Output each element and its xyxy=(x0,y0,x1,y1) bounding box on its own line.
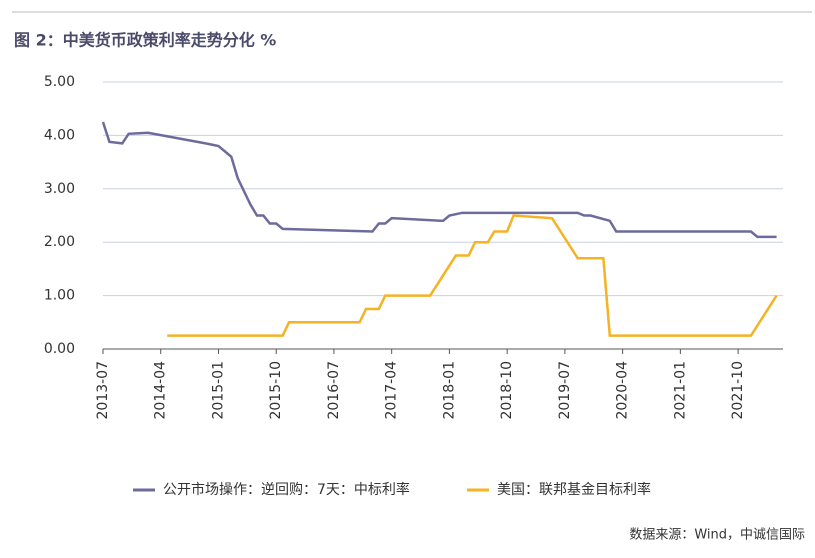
x-tick-label: 2015-01 xyxy=(210,361,226,420)
x-tick-label: 2021-01 xyxy=(672,361,688,420)
x-tick-label: 2021-10 xyxy=(730,361,746,420)
y-tick-label: 2.00 xyxy=(44,234,75,250)
y-tick-label: 0.00 xyxy=(44,341,75,357)
x-tick-label: 2013-07 xyxy=(95,361,111,420)
x-tick-label: 2015-10 xyxy=(268,361,284,420)
source: 数据来源：Wind，中诚信国际 xyxy=(629,528,805,543)
x-tick-label: 2014-04 xyxy=(153,361,169,420)
chart-title: 图 2：中美货币政策利率走势分化 % xyxy=(14,31,276,50)
legend-label: 公开市场操作：逆回购：7天：中标利率 xyxy=(163,481,410,498)
series-line xyxy=(167,214,778,337)
y-tick-label: 3.00 xyxy=(44,181,75,197)
y-tick-label: 5.00 xyxy=(44,74,75,90)
x-tick-label: 2020-04 xyxy=(615,361,631,420)
y-tick-label: 1.00 xyxy=(44,288,75,304)
x-tick-label: 2018-10 xyxy=(499,361,515,420)
x-tick-label: 2019-07 xyxy=(557,361,573,420)
legend-label: 美国：联邦基金目标利率 xyxy=(497,481,651,498)
x-tick-label: 2016-07 xyxy=(326,361,342,420)
series-line xyxy=(101,121,777,239)
y-tick-label: 4.00 xyxy=(44,127,75,143)
x-tick-label: 2018-01 xyxy=(441,361,457,420)
x-tick-label: 2017-04 xyxy=(384,361,400,420)
